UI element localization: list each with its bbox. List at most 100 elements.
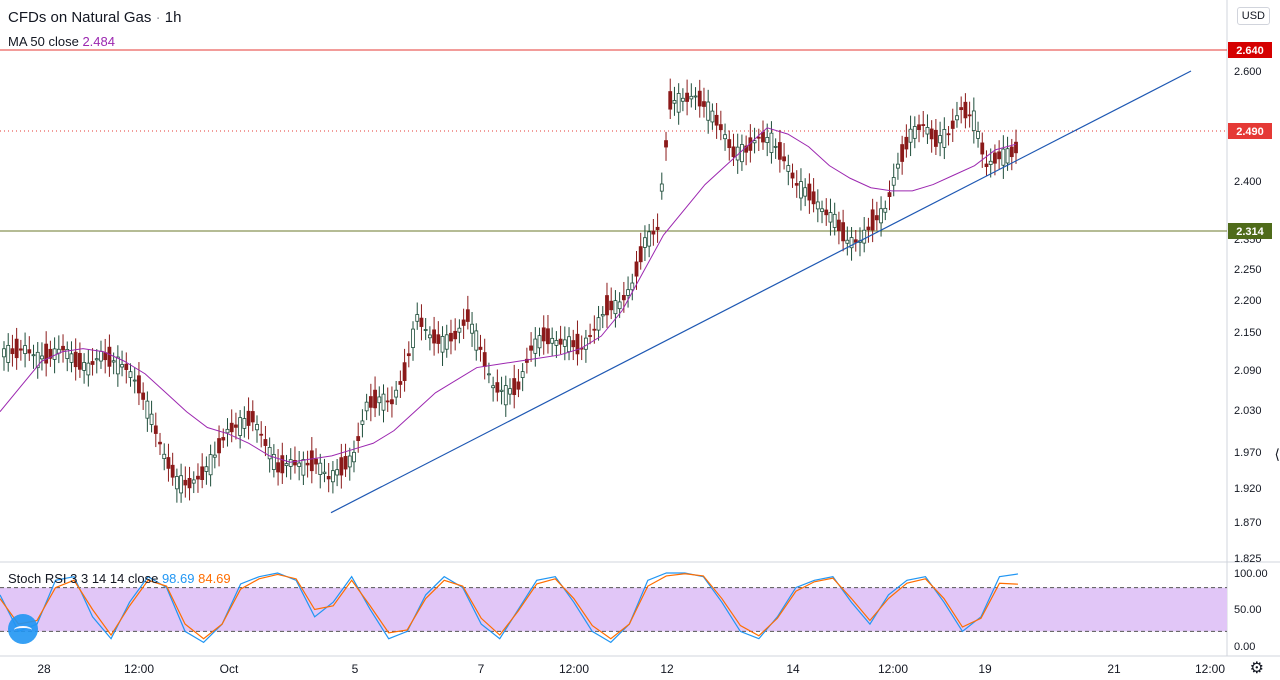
candle-body: [853, 239, 858, 243]
candle-body: [364, 401, 369, 412]
rsi-pane[interactable]: [0, 572, 1227, 644]
candle-body: [225, 428, 230, 434]
candle-body: [756, 136, 761, 139]
candle-body: [78, 352, 82, 370]
candle-body: [718, 124, 723, 131]
candle-body: [499, 389, 504, 392]
candle-body: [963, 101, 968, 119]
candle-body: [925, 127, 930, 135]
candle-body: [204, 466, 209, 472]
candle-body: [179, 475, 184, 494]
candle-body: [69, 353, 74, 363]
candle-body: [786, 165, 791, 172]
candle-body: [368, 396, 373, 408]
stoch-rsi-k-line[interactable]: [0, 572, 1019, 644]
price-label-2.640: 2.640: [1236, 45, 1264, 57]
candle-body: [174, 476, 179, 490]
candle-body: [980, 142, 985, 155]
candle-body: [432, 329, 437, 344]
candle-body: [672, 100, 677, 104]
candle-body: [427, 334, 432, 339]
candle-body: [845, 239, 850, 244]
candle-body: [309, 450, 314, 472]
candle-body: [777, 142, 782, 160]
candle-body: [52, 348, 57, 360]
candle-body: [904, 136, 909, 150]
candle-body: [153, 425, 158, 434]
candle-body: [246, 410, 251, 426]
candle-body: [495, 382, 500, 393]
candle-body: [465, 309, 470, 322]
candle-body: [482, 352, 487, 367]
candle-body: [288, 459, 293, 467]
ma-label: MA 50 close: [8, 34, 79, 49]
price-axis[interactable]: 2.6002.4002.3502.2502.2002.1502.0902.030…: [1228, 42, 1272, 653]
candle-body: [879, 208, 883, 224]
ma-50-line[interactable]: [0, 127, 1017, 463]
candle-body: [697, 90, 702, 107]
candle-body: [841, 222, 846, 242]
candle-body: [621, 294, 626, 301]
candle-body: [44, 343, 49, 364]
candle-body: [423, 329, 428, 331]
candle-body: [259, 433, 264, 436]
candle-body: [145, 400, 150, 419]
candle-body: [250, 411, 255, 423]
candle-body: [212, 454, 217, 458]
price-tick-label: 2.150: [1234, 327, 1262, 339]
candle-body: [94, 358, 99, 361]
price-tick-label: 2.030: [1234, 405, 1262, 417]
candle-body: [870, 209, 875, 231]
candle-body: [613, 300, 618, 315]
candle-body: [390, 399, 394, 405]
candle-body: [529, 345, 533, 351]
stoch-rsi-d-line[interactable]: [0, 573, 1019, 640]
candle-body: [680, 97, 685, 102]
candle-body: [453, 330, 458, 340]
candle-body: [107, 346, 112, 367]
ma-value: 2.484: [82, 34, 115, 49]
candle-body: [1009, 146, 1014, 158]
candle-body: [276, 462, 280, 473]
candle-body: [196, 475, 200, 480]
candle-body: [520, 371, 525, 378]
price-tick-label: 1.825: [1234, 553, 1262, 565]
candle-body: [229, 422, 234, 433]
gear-icon[interactable]: ⚙: [1249, 660, 1264, 677]
candle-body: [693, 95, 698, 98]
candle-body: [917, 124, 921, 130]
symbol-legend[interactable]: CFDs on Natural Gas · 1h: [8, 9, 181, 26]
stoch-rsi-legend[interactable]: Stoch RSI 3 3 14 14 close 98.69 84.69: [8, 571, 231, 586]
candle-body: [647, 231, 652, 247]
candle-body: [457, 327, 462, 333]
candle-body: [301, 459, 306, 476]
candle-body: [242, 418, 247, 429]
rsi-tick-label: 50.00: [1234, 604, 1262, 616]
candle-body: [537, 335, 542, 349]
candle-body: [706, 101, 711, 121]
candle-body: [959, 107, 964, 111]
candle-body: [6, 344, 11, 363]
candle-body: [478, 346, 483, 350]
main-pane[interactable]: [0, 49, 1227, 514]
tradingview-logo-icon[interactable]: [8, 614, 38, 644]
candle-body: [984, 163, 989, 168]
candle-body: [811, 191, 816, 205]
currency-badge[interactable]: USD: [1236, 7, 1270, 25]
time-tick-label: Oct: [220, 662, 239, 676]
candle-body: [946, 133, 951, 136]
candle-body: [461, 319, 466, 326]
candle-body: [887, 192, 892, 197]
time-axis[interactable]: 28 12:00 Oct 5 7 12:00 12 14 12:00 19 21 12:00: [37, 662, 1225, 676]
drag-handle-icon[interactable]: ⟨: [1274, 446, 1280, 462]
candle-body: [158, 441, 162, 445]
ma-legend[interactable]: MA 50 close 2.484: [8, 34, 115, 49]
time-tick-label: 12:00: [124, 662, 154, 676]
candle-body: [950, 120, 955, 129]
trendline[interactable]: [330, 70, 1192, 514]
candle-body: [921, 124, 926, 126]
candle-body: [609, 300, 614, 311]
candle-body: [377, 396, 382, 404]
candle-body: [710, 110, 715, 123]
